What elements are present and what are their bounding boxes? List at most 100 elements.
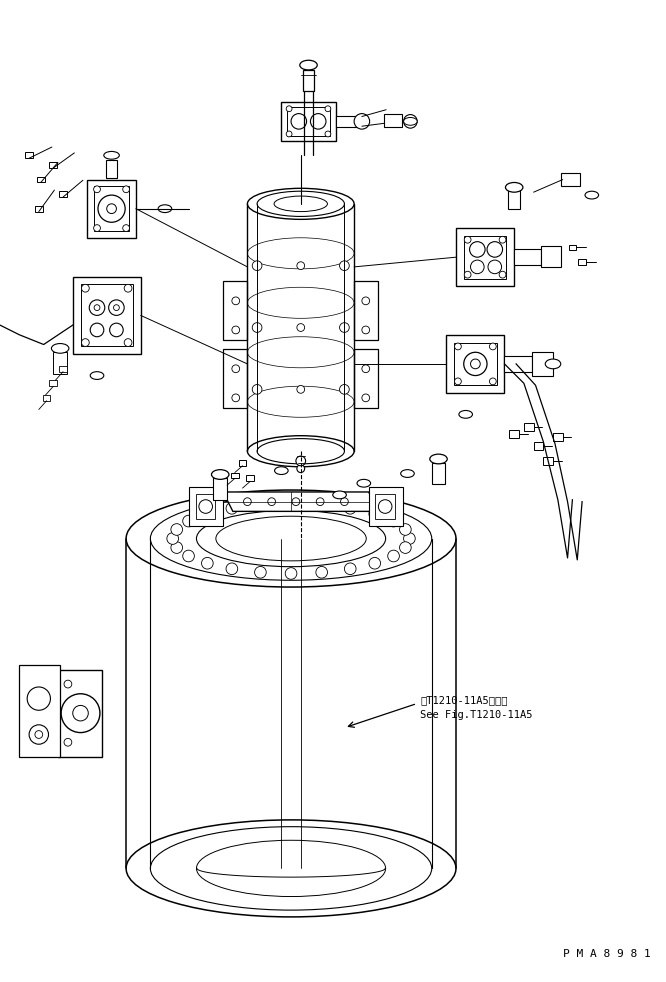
Bar <box>531 353 553 375</box>
Circle shape <box>464 271 471 278</box>
Circle shape <box>325 131 331 136</box>
Circle shape <box>98 195 125 222</box>
Ellipse shape <box>257 191 344 216</box>
Circle shape <box>268 498 276 506</box>
Bar <box>231 472 238 478</box>
Ellipse shape <box>247 386 354 417</box>
Circle shape <box>285 498 297 510</box>
Ellipse shape <box>300 60 317 70</box>
Bar <box>524 423 533 431</box>
Circle shape <box>464 237 471 244</box>
Circle shape <box>340 385 349 394</box>
Circle shape <box>252 323 262 332</box>
Circle shape <box>64 738 72 746</box>
Circle shape <box>94 186 101 192</box>
Bar <box>553 433 563 441</box>
Circle shape <box>369 508 380 519</box>
Ellipse shape <box>247 436 354 466</box>
Bar <box>35 206 43 211</box>
Ellipse shape <box>126 820 456 917</box>
Circle shape <box>316 499 328 511</box>
Circle shape <box>340 323 349 332</box>
Ellipse shape <box>51 344 69 354</box>
Bar <box>578 259 586 265</box>
Circle shape <box>232 297 240 304</box>
Bar <box>106 160 117 178</box>
Circle shape <box>285 568 297 579</box>
Ellipse shape <box>158 205 172 212</box>
Circle shape <box>202 508 213 519</box>
Circle shape <box>94 304 100 310</box>
Circle shape <box>113 304 119 310</box>
Bar <box>454 343 497 385</box>
Bar <box>37 177 45 183</box>
Circle shape <box>226 563 238 574</box>
Circle shape <box>89 300 105 315</box>
Bar <box>53 353 67 373</box>
Circle shape <box>454 378 462 385</box>
Bar <box>94 187 129 231</box>
Bar <box>43 395 51 401</box>
Circle shape <box>340 261 349 270</box>
Ellipse shape <box>247 238 354 269</box>
Circle shape <box>252 385 262 394</box>
Circle shape <box>344 503 356 515</box>
Circle shape <box>296 456 306 465</box>
Ellipse shape <box>151 827 432 910</box>
Circle shape <box>490 378 496 385</box>
Bar <box>223 282 247 340</box>
Circle shape <box>297 464 304 472</box>
Bar <box>354 350 378 408</box>
Circle shape <box>344 563 356 574</box>
Text: See Fig.T1210-11A5: See Fig.T1210-11A5 <box>420 710 533 720</box>
Bar <box>287 107 330 136</box>
Ellipse shape <box>257 439 344 464</box>
Circle shape <box>90 323 104 337</box>
Circle shape <box>171 523 182 535</box>
Circle shape <box>94 225 101 232</box>
Circle shape <box>226 503 238 515</box>
Bar <box>354 282 378 340</box>
Bar <box>514 249 541 265</box>
Circle shape <box>29 725 49 744</box>
Circle shape <box>252 261 262 270</box>
Ellipse shape <box>196 841 386 897</box>
Ellipse shape <box>216 517 366 561</box>
Bar <box>281 102 336 140</box>
Circle shape <box>362 394 370 402</box>
Circle shape <box>182 516 194 527</box>
Circle shape <box>202 558 213 569</box>
Circle shape <box>388 516 400 527</box>
Circle shape <box>471 359 480 369</box>
Text: 第T1210-11A5図参照: 第T1210-11A5図参照 <box>420 695 507 705</box>
Bar <box>509 430 519 438</box>
Circle shape <box>310 114 326 129</box>
Circle shape <box>499 237 506 244</box>
Circle shape <box>316 498 324 506</box>
Circle shape <box>340 498 348 506</box>
Circle shape <box>73 705 89 721</box>
Circle shape <box>27 687 51 710</box>
Circle shape <box>316 567 328 578</box>
Circle shape <box>362 326 370 334</box>
Ellipse shape <box>196 511 386 567</box>
Circle shape <box>232 326 240 334</box>
Circle shape <box>404 115 417 129</box>
Bar <box>59 366 67 371</box>
Bar <box>336 116 357 128</box>
Circle shape <box>362 297 370 304</box>
Circle shape <box>388 550 400 562</box>
Circle shape <box>291 114 306 129</box>
Ellipse shape <box>401 469 414 477</box>
Bar <box>73 277 141 355</box>
Ellipse shape <box>459 410 472 418</box>
Bar <box>569 245 576 250</box>
Circle shape <box>297 386 304 393</box>
Bar <box>543 457 553 464</box>
Circle shape <box>454 343 462 350</box>
Circle shape <box>124 339 132 347</box>
Circle shape <box>107 204 117 213</box>
Bar <box>87 180 136 238</box>
Ellipse shape <box>247 337 354 368</box>
Circle shape <box>487 242 503 257</box>
